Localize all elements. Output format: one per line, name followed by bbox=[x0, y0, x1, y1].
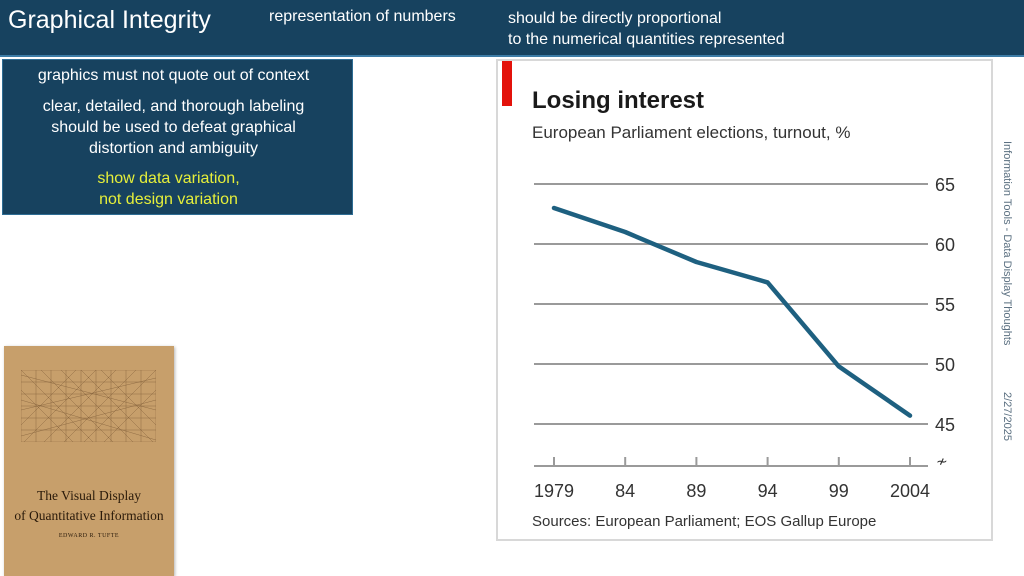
bullet-labeling-line2: should be used to defeat graphical bbox=[51, 119, 296, 136]
x-tick-label: 89 bbox=[686, 481, 706, 501]
chart-source: Sources: European Parliament; EOS Gallup… bbox=[532, 513, 876, 530]
subtitle-representation: representation of numbers bbox=[269, 8, 456, 25]
axis-break-symbol: ≁ bbox=[936, 453, 948, 469]
date-footer: 2/27/2025 bbox=[1001, 392, 1013, 441]
x-tick-label: 84 bbox=[615, 481, 635, 501]
book-title: The Visual Display of Quantitative Infor… bbox=[4, 486, 174, 526]
y-tick-label: 65 bbox=[935, 175, 955, 195]
y-tick-label: 50 bbox=[935, 355, 955, 375]
chart-frame: Losing interest European Parliament elec… bbox=[496, 59, 993, 541]
x-tick-label: 1979 bbox=[534, 481, 574, 501]
book-author: EDWARD R. TUFTE bbox=[58, 533, 120, 539]
bullet-labeling-line1: clear, detailed, and thorough labeling bbox=[42, 98, 305, 115]
book-title-line2: of Quantitative Information bbox=[14, 508, 164, 523]
side-footer: Information Tools - Data Display Thought… bbox=[999, 141, 1019, 451]
bullet-variation: show data variation, not design variatio… bbox=[0, 168, 344, 210]
economist-red-tag bbox=[502, 61, 512, 106]
bullet-labeling-line3: distortion and ambiguity bbox=[89, 140, 258, 157]
title-bar: Graphical Integrity representation of nu… bbox=[0, 0, 1024, 57]
y-tick-label: 55 bbox=[935, 295, 955, 315]
turnout-chart: Losing interest European Parliament elec… bbox=[502, 61, 955, 530]
turnout-line bbox=[551, 205, 913, 418]
subtitle-proportional-line1: should be directly proportional bbox=[508, 10, 722, 27]
book-cover-image: The Visual Display of Quantitative Infor… bbox=[4, 346, 174, 576]
bullet-context: graphics must not quote out of context bbox=[37, 67, 310, 84]
slide-title: Graphical Integrity bbox=[8, 6, 211, 34]
x-tick-label: 99 bbox=[829, 481, 849, 501]
y-tick-label: 45 bbox=[935, 415, 955, 435]
subtitle-proportional-line2: to the numerical quantities represented bbox=[508, 31, 785, 48]
chart-title: Losing interest bbox=[532, 87, 704, 114]
bullet-variation-line1: show data variation, bbox=[97, 170, 240, 187]
bullet-labeling: clear, detailed, and thorough labeling s… bbox=[0, 96, 349, 159]
chart-subtitle: European Parliament elections, turnout, … bbox=[532, 123, 850, 142]
y-tick-label: 60 bbox=[935, 235, 955, 255]
bullet-variation-line2: not design variation bbox=[99, 191, 238, 208]
x-tick-label: 2004 bbox=[890, 481, 930, 501]
course-footer: Information Tools - Data Display Thought… bbox=[1001, 141, 1013, 346]
x-tick-label: 94 bbox=[758, 481, 778, 501]
subtitle-proportional: should be directly proportional to the n… bbox=[508, 8, 785, 50]
principles-box: graphics must not quote out of context c… bbox=[2, 59, 353, 215]
book-title-line1: The Visual Display bbox=[37, 488, 141, 503]
book-grid-pattern bbox=[21, 370, 156, 442]
